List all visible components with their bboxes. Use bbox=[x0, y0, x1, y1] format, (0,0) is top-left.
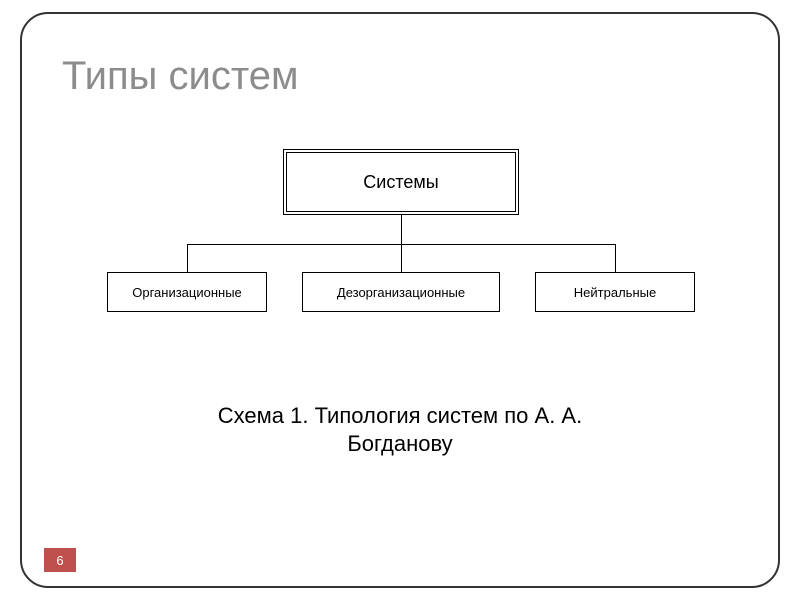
child-node: Дезорганизационные bbox=[302, 272, 500, 312]
root-node: Системы bbox=[283, 149, 519, 215]
child-node-label: Организационные bbox=[132, 285, 242, 300]
page-number: 6 bbox=[56, 553, 63, 568]
connector bbox=[401, 244, 402, 272]
connector bbox=[401, 215, 402, 244]
caption-line1: Схема 1. Типология систем по А. А. bbox=[218, 403, 582, 428]
connector bbox=[187, 244, 188, 272]
figure-caption: Схема 1. Типология систем по А. А. Богда… bbox=[22, 402, 778, 457]
caption-line2: Богданову bbox=[347, 431, 452, 456]
root-node-label: Системы bbox=[363, 172, 438, 193]
slide-frame: Типы систем Системы Организационные Дезо… bbox=[20, 12, 780, 588]
page-number-badge: 6 bbox=[44, 548, 76, 572]
child-node: Организационные bbox=[107, 272, 267, 312]
org-chart: Системы Организационные Дезорганизационн… bbox=[22, 14, 778, 586]
child-node-label: Нейтральные bbox=[574, 285, 656, 300]
child-node: Нейтральные bbox=[535, 272, 695, 312]
child-node-label: Дезорганизационные bbox=[337, 285, 465, 300]
connector bbox=[615, 244, 616, 272]
